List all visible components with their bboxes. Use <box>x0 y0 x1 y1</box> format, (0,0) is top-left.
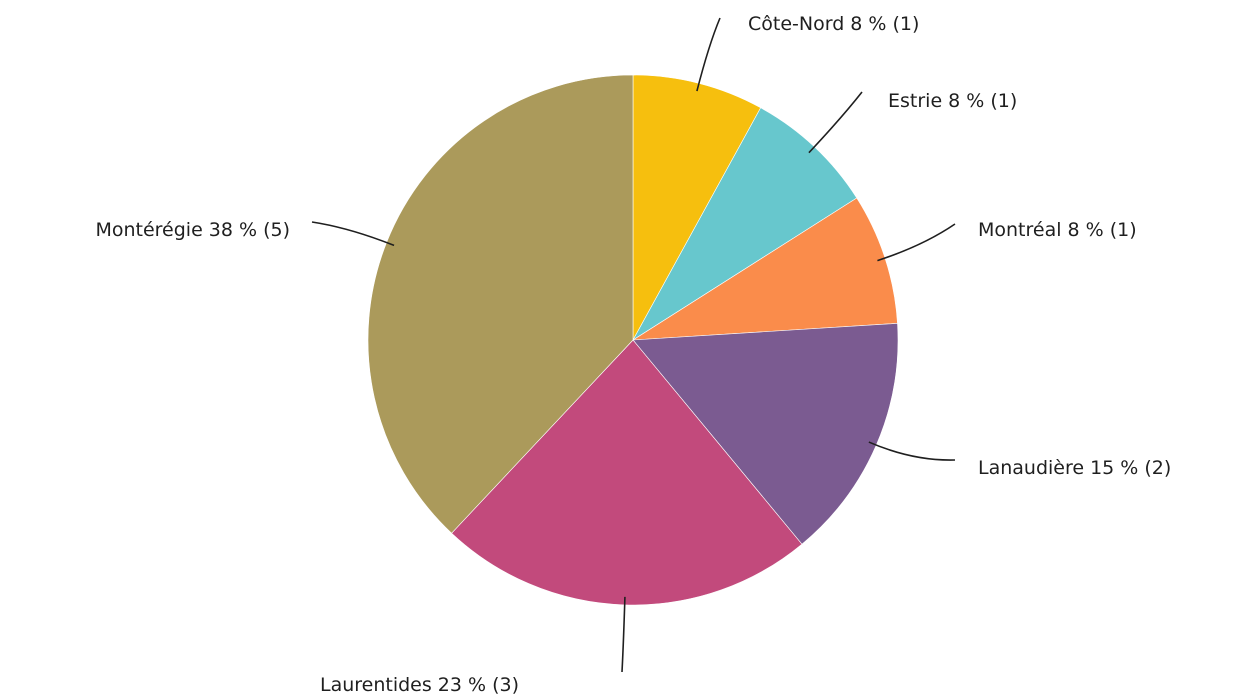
slice-label: Laurentides 23 % (3) <box>320 674 519 696</box>
leader-line <box>808 91 863 154</box>
value-label: 8 % (1) <box>948 90 1017 112</box>
slice-label: Lanaudière 15 % (2) <box>978 457 1171 479</box>
leader-line <box>868 441 956 461</box>
slice-label: Montérégie 38 % (5) <box>95 219 290 241</box>
category-name: Laurentides <box>320 674 432 696</box>
category-name: Montréal <box>978 219 1062 241</box>
value-label: 8 % (1) <box>850 13 919 35</box>
value-label: 38 % (5) <box>209 219 290 241</box>
value-label: 8 % (1) <box>1068 219 1137 241</box>
category-name: Estrie <box>888 90 942 112</box>
leader-line <box>696 17 721 92</box>
leader-line <box>877 223 956 262</box>
slice-label: Montréal 8 % (1) <box>978 219 1137 241</box>
leader-line <box>621 596 626 673</box>
slice-label: Estrie 8 % (1) <box>888 90 1017 112</box>
category-name: Montérégie <box>95 219 202 241</box>
value-label: 15 % (2) <box>1090 457 1171 479</box>
category-name: Côte-Nord <box>748 13 844 35</box>
leader-line <box>311 221 395 247</box>
slice-label: Côte-Nord 8 % (1) <box>748 13 919 35</box>
value-label: 23 % (3) <box>438 674 519 696</box>
category-name: Lanaudière <box>978 457 1084 479</box>
